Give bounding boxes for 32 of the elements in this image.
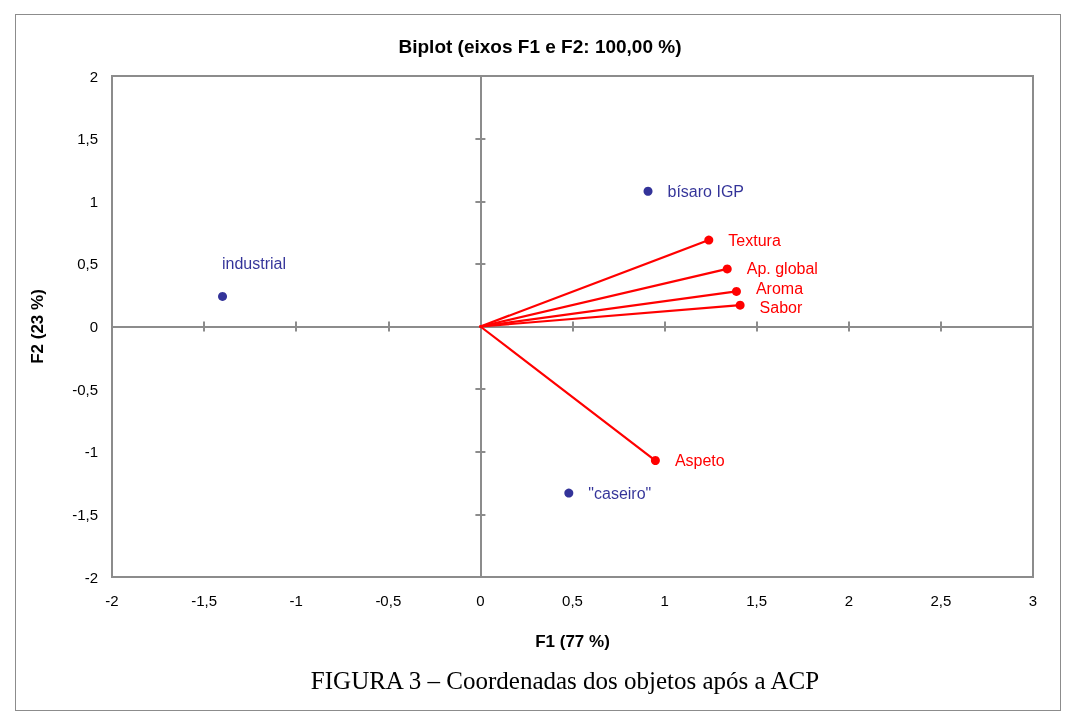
x-tick-label: -0,5 — [375, 592, 402, 609]
text: FIGURA 3 – Coordenadas dos objetos após a ACP — [310, 667, 820, 694]
series-label: Ap. global — [746, 260, 818, 278]
y-tick-label: -1 — [84, 443, 98, 461]
y-tick-label: -0,5 — [72, 380, 98, 398]
x-tick-label: 2,5 — [930, 592, 952, 609]
series-label: bísaro IGP — [667, 182, 745, 200]
x-tick-label: 3 — [1028, 592, 1038, 609]
y-axis-title: F2 (23 %) — [28, 289, 47, 364]
y-tick-label: -2 — [84, 568, 98, 586]
y-tick-label: -1,5 — [72, 505, 98, 523]
y-tick-label: 0,5 — [77, 255, 98, 273]
x-tick-label: -1,5 — [191, 592, 218, 609]
x-tick-label: -1 — [289, 592, 303, 609]
x-tick-label: 2 — [844, 592, 853, 609]
y-tick-label: 0 — [89, 318, 98, 335]
y-tick-label: 1,5 — [77, 130, 98, 148]
series-label: Sabor — [759, 299, 803, 317]
x-tick-label: 0,5 — [562, 592, 583, 609]
y-tick-label: 2 — [89, 67, 98, 85]
x-tick-label: 1,5 — [746, 592, 768, 609]
series-label: "caseiro" — [588, 484, 652, 502]
series-label: Textura — [728, 231, 781, 249]
x-tick-label: 0 — [476, 592, 485, 609]
x-tick-label: 1 — [660, 592, 669, 609]
x-tick-label: -2 — [105, 592, 119, 609]
series-label: Aroma — [755, 280, 804, 298]
chart-title: Biplot (eixos F1 e F2: 100,00 %) — [398, 36, 682, 57]
series-label: industrial — [222, 255, 287, 273]
y-tick-label: 1 — [89, 192, 98, 210]
x-axis-title: F1 (77 %) — [535, 632, 610, 651]
series-label: Aspeto — [674, 452, 725, 470]
